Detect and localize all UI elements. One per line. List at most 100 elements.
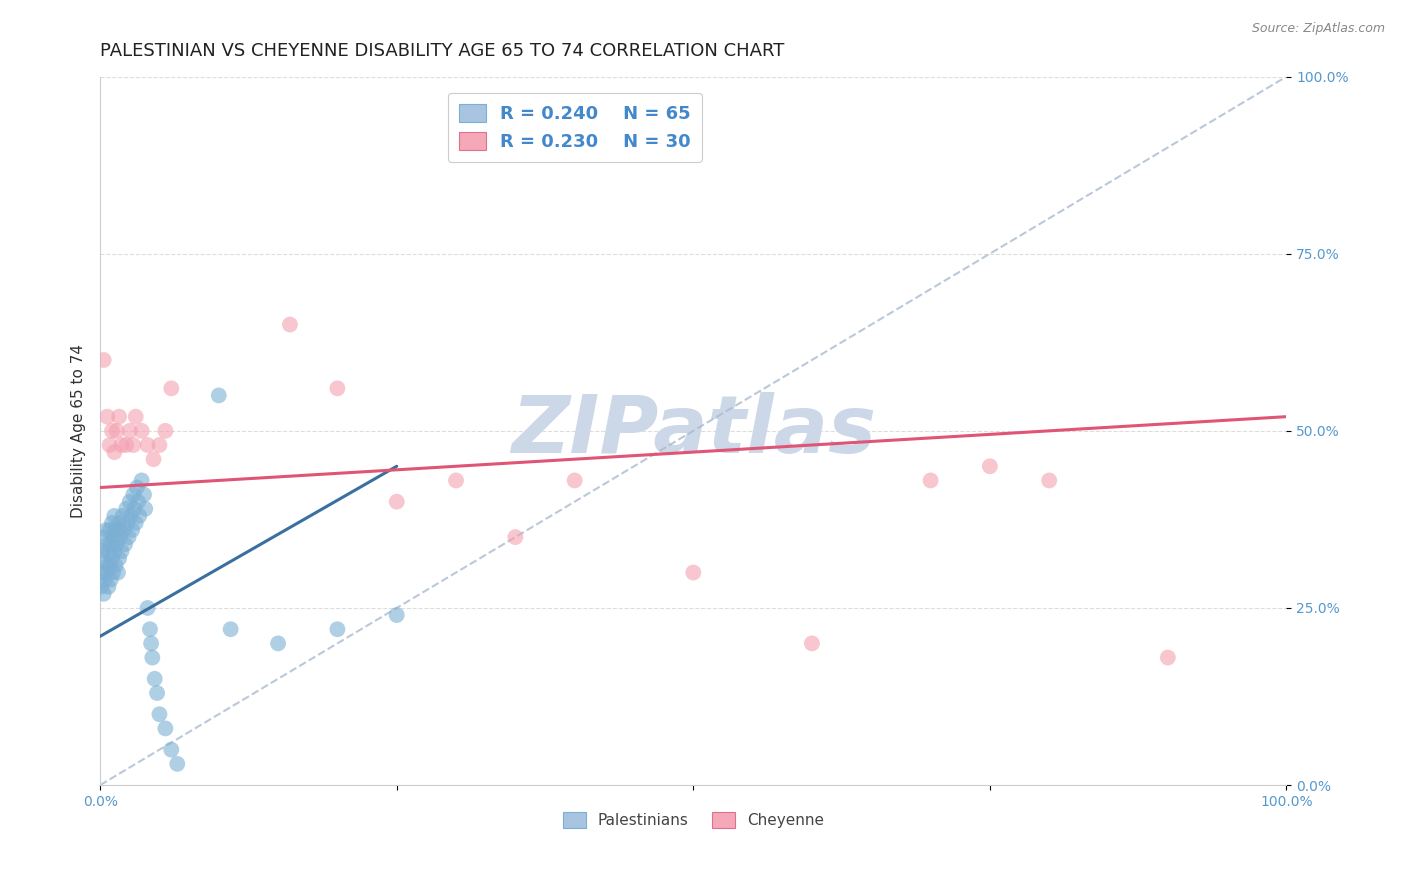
Point [146,686,169,700]
Point [208,388,231,402]
Point [100,537,122,551]
Point [124,501,146,516]
Point [115,501,138,516]
Point [1157,650,1180,665]
Point [219,622,242,636]
Point [120,508,142,523]
Point [91,566,114,580]
Point [118,424,141,438]
Point [142,452,165,467]
Point [143,672,166,686]
Point [110,530,132,544]
Point [96,558,118,573]
Point [1038,474,1060,488]
Point [564,474,586,488]
Point [107,523,129,537]
Point [132,487,155,501]
Point [101,424,124,438]
Point [160,381,183,395]
Point [267,636,290,650]
Point [94,566,117,580]
Point [148,707,170,722]
Point [505,530,527,544]
Point [100,573,122,587]
Point [103,508,125,523]
Point [103,445,125,459]
Point [278,318,301,332]
Point [96,409,118,424]
Point [131,474,153,488]
Point [160,742,183,756]
Point [111,508,134,523]
Point [125,409,148,424]
Point [122,487,145,501]
Point [107,566,129,580]
Point [103,544,125,558]
Point [110,438,132,452]
Point [326,381,349,395]
Point [122,438,145,452]
Point [117,530,139,544]
Point [114,537,136,551]
Point [131,424,153,438]
Point [141,650,163,665]
Point [155,424,177,438]
Point [97,580,120,594]
Point [101,530,124,544]
Point [93,544,115,558]
Point [127,494,149,508]
Point [94,573,117,587]
Point [148,438,170,452]
Point [139,622,162,636]
Point [105,424,128,438]
Point [682,566,704,580]
Point [97,544,120,558]
Point [94,523,117,537]
Point [90,580,112,594]
Text: Source: ZipAtlas.com: Source: ZipAtlas.com [1251,22,1385,36]
Point [136,438,159,452]
Point [166,756,188,771]
Point [385,608,408,623]
Point [444,474,467,488]
Point [155,722,177,736]
Point [118,494,141,508]
Point [979,459,1001,474]
Point [98,523,121,537]
Point [139,636,162,650]
Point [121,523,143,537]
Point [125,516,148,530]
Point [104,558,127,573]
Point [101,516,124,530]
Y-axis label: Disability Age 65 to 74: Disability Age 65 to 74 [72,343,86,518]
Point [125,481,148,495]
Point [91,551,114,566]
Point [98,438,121,452]
Point [115,438,138,452]
Legend: Palestinians, Cheyenne: Palestinians, Cheyenne [557,806,830,834]
Point [117,516,139,530]
Point [110,544,132,558]
Point [136,601,159,615]
Point [104,523,127,537]
Point [112,523,135,537]
Point [108,551,131,566]
Point [134,501,156,516]
Point [128,508,150,523]
Point [94,530,117,544]
Text: ZIPatlas: ZIPatlas [510,392,876,470]
Point [108,516,131,530]
Point [920,474,942,488]
Point [98,558,121,573]
Point [101,551,124,566]
Point [93,587,115,601]
Point [800,636,823,650]
Point [96,537,118,551]
Point [326,622,349,636]
Point [93,353,115,368]
Text: PALESTINIAN VS CHEYENNE DISABILITY AGE 65 TO 74 CORRELATION CHART: PALESTINIAN VS CHEYENNE DISABILITY AGE 6… [100,42,785,60]
Point [105,537,128,551]
Point [385,494,408,508]
Point [108,409,131,424]
Point [101,566,124,580]
